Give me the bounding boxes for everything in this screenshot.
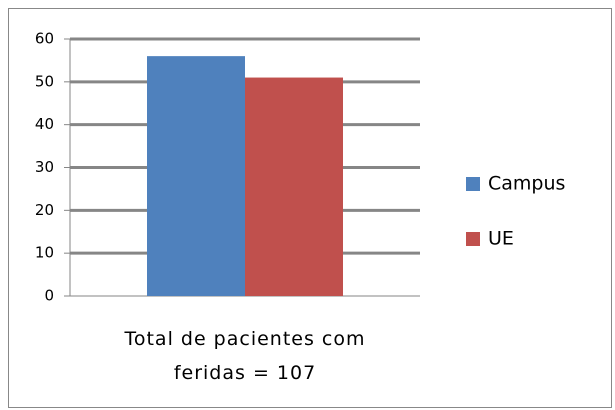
bar: [245, 77, 343, 296]
legend-swatch: [466, 232, 480, 246]
y-tick-label: 60: [35, 30, 54, 48]
legend-label: Campus: [488, 173, 565, 195]
y-tick-label: 40: [35, 115, 54, 133]
y-tick-label: 20: [35, 201, 54, 219]
y-tick-label: 10: [35, 244, 54, 262]
y-tick-label: 0: [44, 287, 54, 305]
x-tick-label: Total de pacientes com feridas = 107: [124, 328, 366, 384]
legend-label: UE: [488, 228, 514, 250]
legend-swatch: [466, 177, 480, 191]
bar: [147, 56, 245, 297]
y-tick-label: 30: [35, 158, 54, 176]
y-tick-label: 50: [35, 72, 54, 90]
